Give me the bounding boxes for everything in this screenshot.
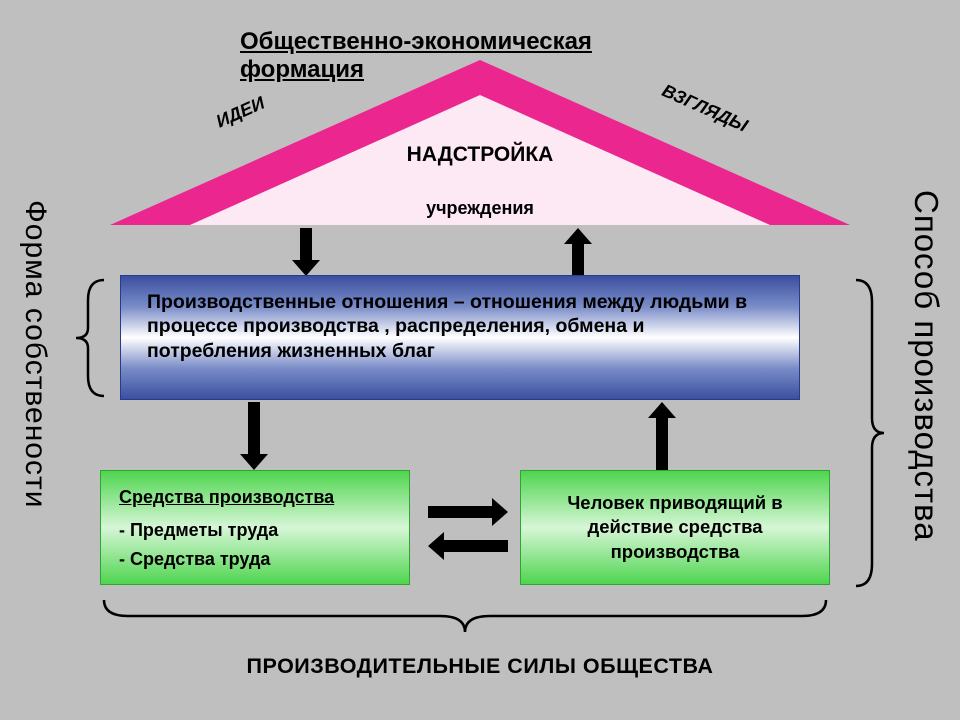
arrow-tri-to-mid <box>300 228 312 262</box>
production-relations-text: Производственные отношения – отношения м… <box>147 291 747 362</box>
institutions-label: учреждения <box>426 198 534 219</box>
means-of-production-box: Средства производства - Предметы труда -… <box>100 470 410 585</box>
means-header: Средства производства <box>119 483 391 512</box>
brace-left <box>70 278 112 398</box>
superstructure-label: НАДСТРОЙКА <box>407 143 554 167</box>
productive-forces-label: ПРОИЗВОДИТЕЛЬНЫЕ СИЛЫ ОБЩЕСТВА <box>247 654 714 679</box>
means-line1: - Предметы труда <box>119 520 278 540</box>
arrow-left-to-right <box>428 506 494 518</box>
human-actor-text: Человек приводящий в действие средства п… <box>537 491 813 563</box>
means-line2: - Средства труда <box>119 549 270 569</box>
production-relations-box: Производственные отношения – отношения м… <box>120 275 800 400</box>
arrow-right-to-left <box>442 540 508 552</box>
brace-bottom <box>100 594 830 640</box>
production-mode-label: Способ производства <box>907 190 945 542</box>
ownership-form-label: Форма собствености <box>18 200 52 508</box>
arrow-mid-to-left <box>248 402 260 456</box>
brace-right-top <box>848 278 890 588</box>
arrow-mid-to-tri <box>572 242 584 276</box>
arrow-right-to-mid <box>656 416 668 470</box>
human-actor-box: Человек приводящий в действие средства п… <box>520 470 830 585</box>
